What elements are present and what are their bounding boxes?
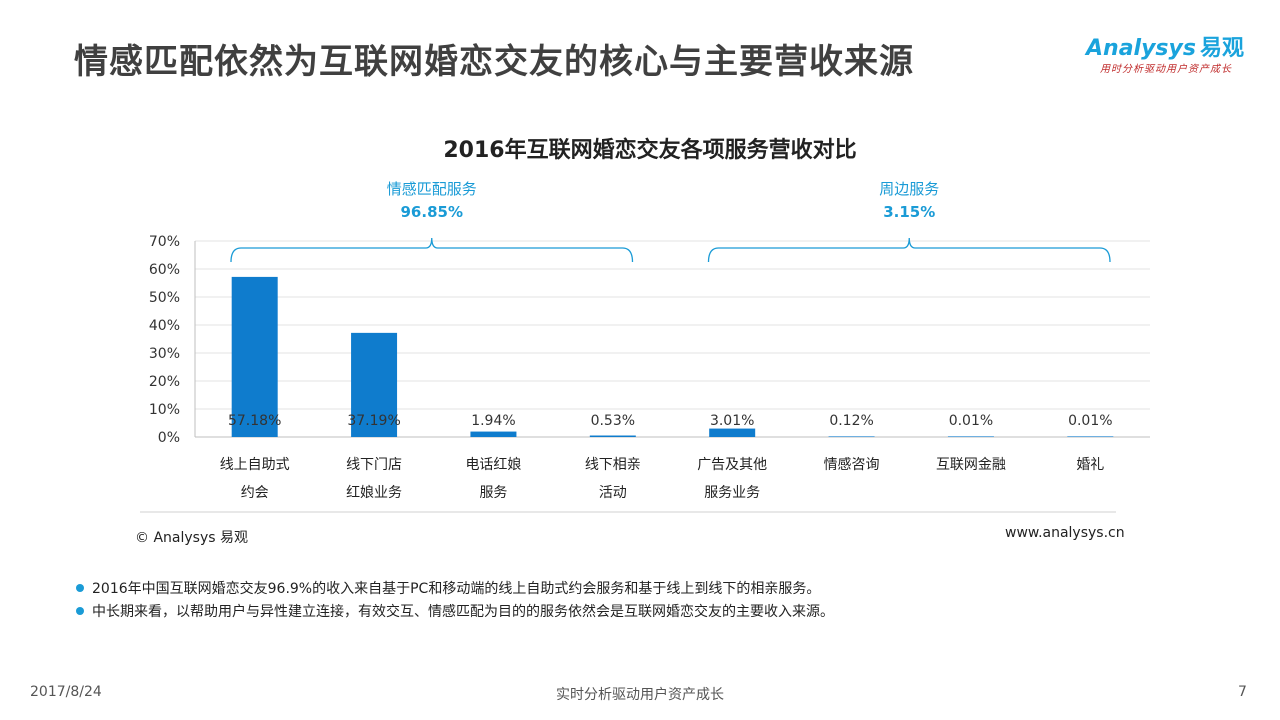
x-tick-label: 线下门店红娘业务 xyxy=(346,457,402,501)
data-label: 0.53% xyxy=(591,413,635,429)
note-item: 2016年中国互联网婚恋交友96.9%的收入来自基于PC和移动端的线上自助式约会… xyxy=(76,576,834,599)
group-label: 情感匹配服务 xyxy=(387,180,477,198)
bar xyxy=(709,428,756,437)
x-tick-label: 电话红娘服务 xyxy=(465,457,521,501)
bullet-icon xyxy=(76,583,84,592)
bar xyxy=(1067,436,1114,437)
footer-slogan: 实时分析驱动用户资产成长 xyxy=(556,687,724,703)
group-brace xyxy=(230,237,634,263)
data-label: 0.12% xyxy=(829,413,873,429)
y-tick-label: 20% xyxy=(149,374,180,390)
note-text: 2016年中国互联网婚恋交友96.9%的收入来自基于PC和移动端的线上自助式约会… xyxy=(92,580,821,597)
brand-slogan: 用时分析驱动用户资产成长 xyxy=(1100,64,1232,75)
bar xyxy=(828,436,875,437)
page-number: 7 xyxy=(1238,684,1247,700)
bar xyxy=(351,332,398,437)
data-label: 0.01% xyxy=(949,413,993,429)
data-label: 3.01% xyxy=(710,413,754,429)
y-tick-label: 70% xyxy=(149,234,180,250)
x-tick-label: 线上自助式约会 xyxy=(220,457,290,501)
y-tick-label: 40% xyxy=(149,318,180,334)
y-tick-label: 50% xyxy=(149,290,180,306)
chart-title: 2016年互联网婚恋交友各项服务营收对比 xyxy=(443,138,857,163)
x-tick-label: 婚礼 xyxy=(1076,457,1104,473)
source-copyright: © Analysys 易观 xyxy=(135,530,248,546)
data-label: 1.94% xyxy=(471,413,515,429)
group-label: 周边服务 xyxy=(879,180,939,198)
brand-logo: Analysys 易观 用时分析驱动用户资产成长 xyxy=(1086,30,1246,80)
y-tick-label: 30% xyxy=(149,346,180,362)
brand-name: Analysys 易观 xyxy=(1086,36,1244,61)
bullet-icon xyxy=(76,606,84,615)
bar xyxy=(470,431,517,437)
note-text: 中长期来看，以帮助用户与异性建立连接，有效交互、情感匹配为目的的服务依然会是互联… xyxy=(92,603,834,620)
brand-cn: 易观 xyxy=(1199,36,1244,61)
group-value: 96.85% xyxy=(401,203,463,221)
y-tick-label: 0% xyxy=(158,430,180,446)
page-title: 情感匹配依然为互联网婚恋交友的核心与主要营收来源 xyxy=(74,42,914,82)
bar xyxy=(589,435,636,437)
bar xyxy=(231,276,278,437)
group-value: 3.15% xyxy=(883,203,935,221)
note-item: 中长期来看，以帮助用户与异性建立连接，有效交互、情感匹配为目的的服务依然会是互联… xyxy=(76,599,834,622)
x-tick-label: 线下相亲活动 xyxy=(585,457,641,501)
data-label: 37.19% xyxy=(347,413,400,429)
data-label: 57.18% xyxy=(228,413,281,429)
y-tick-label: 10% xyxy=(149,402,180,418)
x-tick-label: 广告及其他服务业务 xyxy=(697,457,767,501)
bar xyxy=(947,436,994,437)
x-tick-label: 情感咨询 xyxy=(824,456,880,473)
footer-date: 2017/8/24 xyxy=(30,684,102,700)
y-tick-label: 60% xyxy=(149,262,180,278)
source-url[interactable]: www.analysys.cn xyxy=(1005,525,1125,541)
data-label: 0.01% xyxy=(1068,413,1112,429)
x-tick-label: 互联网金融 xyxy=(936,457,1006,473)
group-brace xyxy=(707,237,1111,263)
notes-list: 2016年中国互联网婚恋交友96.9%的收入来自基于PC和移动端的线上自助式约会… xyxy=(76,576,834,622)
